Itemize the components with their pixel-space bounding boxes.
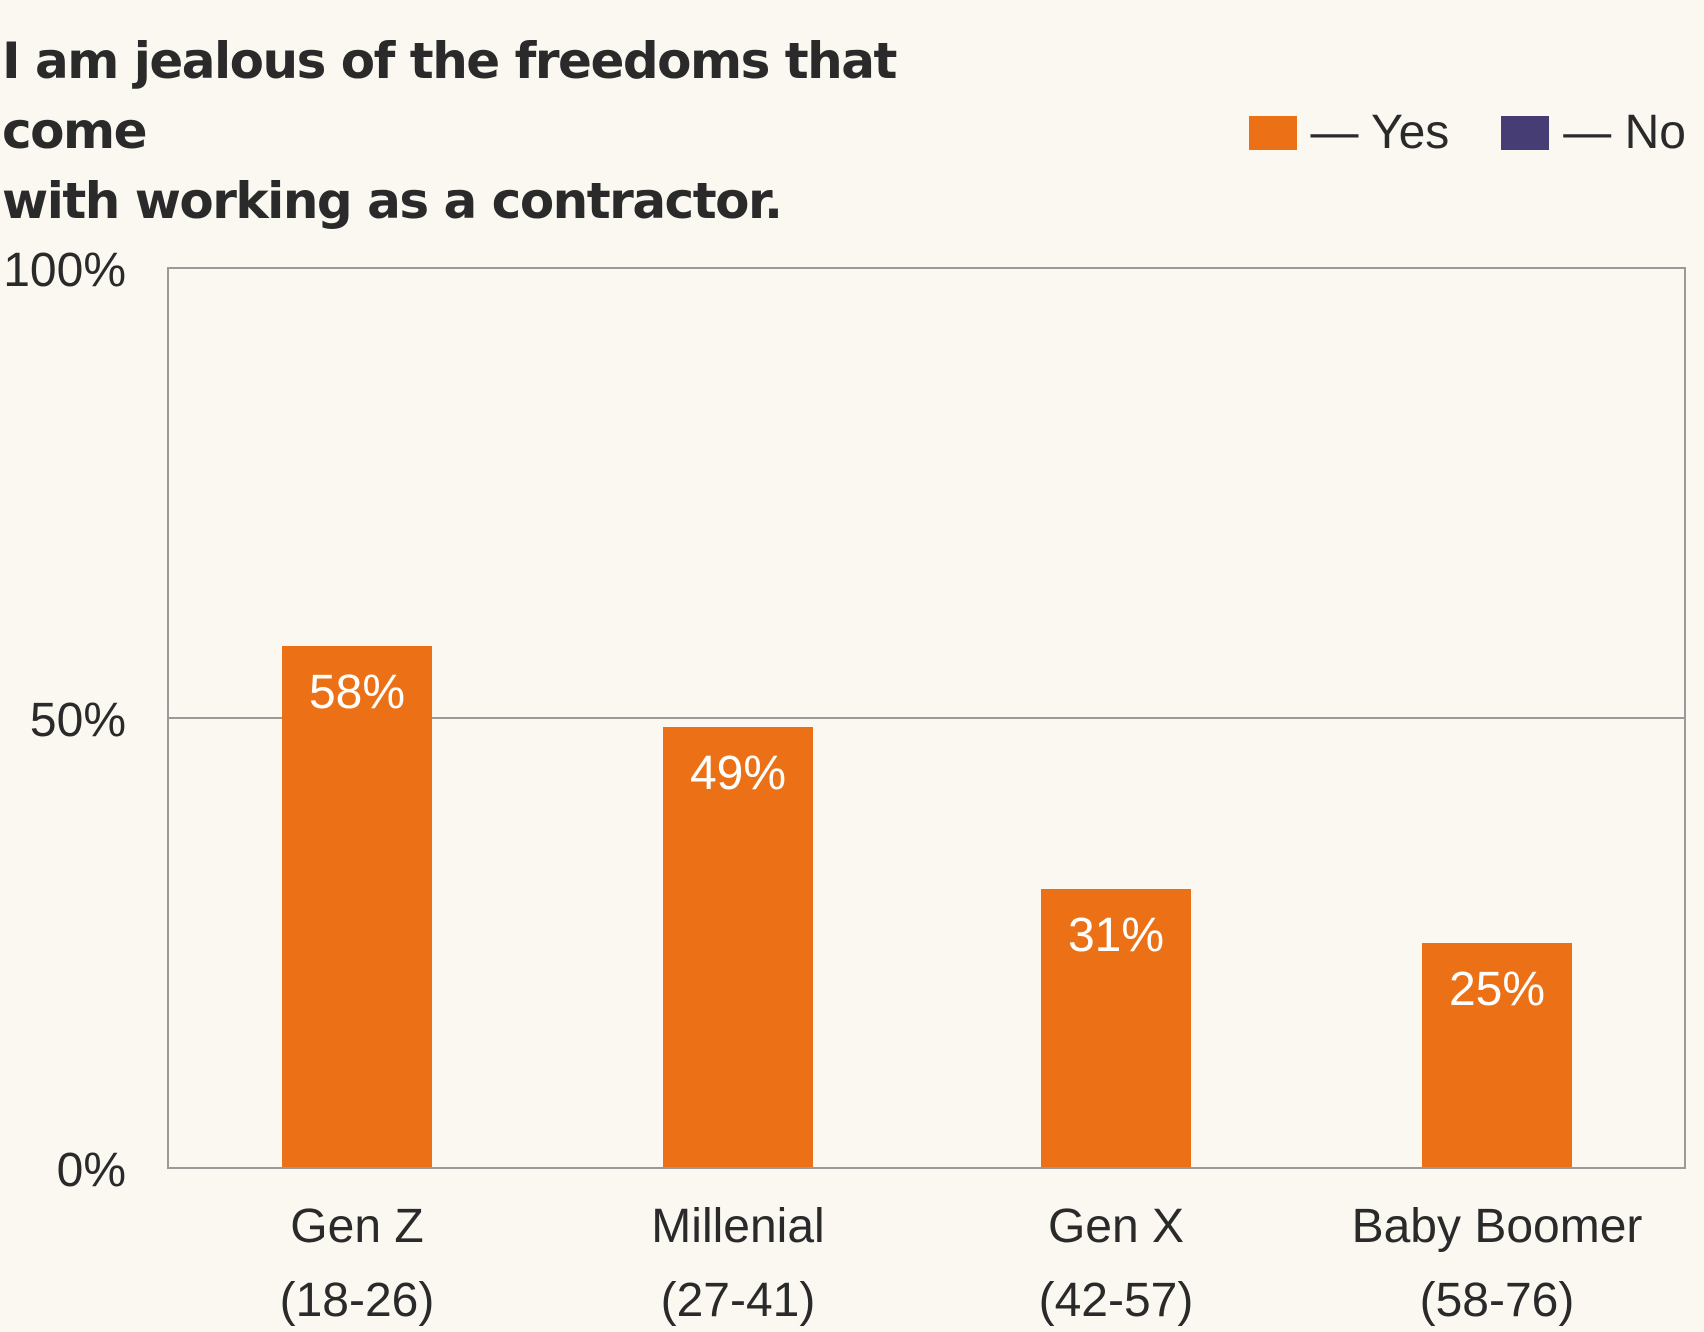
chart-legend: — Yes — No (1197, 105, 1686, 160)
y-tick-label-0: 0% (57, 1144, 126, 1197)
legend-item-no: — No (1501, 105, 1686, 160)
bar-value-label-1: 49% (690, 747, 786, 800)
legend-label-no: — No (1563, 106, 1686, 159)
x-tick-label-3-name: Baby Boomer (1352, 1200, 1643, 1253)
legend-swatch-no (1501, 115, 1550, 150)
bar-value-label-2: 31% (1068, 909, 1164, 962)
bar-2 (1041, 889, 1191, 1167)
bar-1 (663, 727, 813, 1167)
x-tick-label-2-name: Gen X (1048, 1200, 1184, 1253)
legend-item-yes: — Yes (1248, 105, 1450, 160)
x-tick-label-1-range: (27-41) (661, 1274, 816, 1327)
bar-0 (282, 646, 432, 1167)
chart-title-line-1: I am jealous of the freedoms that come (2, 32, 897, 160)
bar-value-label-0: 58% (309, 666, 405, 719)
x-tick-label-0-range: (18-26) (280, 1274, 435, 1327)
chart-title-line-2: with working as a contractor. (2, 172, 783, 230)
x-tick-label-0-name: Gen Z (290, 1200, 423, 1253)
legend-label-yes: — Yes (1310, 106, 1450, 159)
chart-title: I am jealous of the freedoms that come w… (2, 26, 1002, 236)
y-tick-label-50: 50% (30, 694, 126, 747)
bar-3 (1422, 943, 1572, 1167)
bar-value-label-3: 25% (1449, 963, 1545, 1016)
y-tick-label-100: 100% (3, 244, 126, 297)
x-tick-label-1-name: Millenial (651, 1200, 824, 1253)
x-tick-label-3-range: (58-76) (1420, 1274, 1575, 1327)
x-tick-label-2-range: (42-57) (1039, 1274, 1194, 1327)
legend-swatch-yes (1248, 115, 1297, 150)
